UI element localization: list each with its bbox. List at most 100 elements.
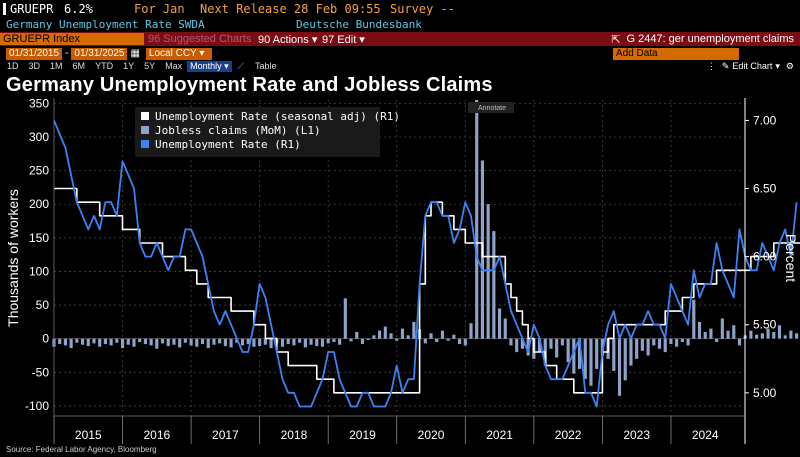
claims-bar xyxy=(760,333,764,339)
table-toggle[interactable]: Table xyxy=(254,61,277,71)
year-label: 2017 xyxy=(212,428,239,442)
claims-bar xyxy=(246,338,250,345)
year-label: 2022 xyxy=(555,428,582,442)
claims-bar xyxy=(143,338,147,345)
claims-bar xyxy=(772,331,776,339)
claims-bar xyxy=(338,338,342,345)
edit-menu[interactable]: 97 Edit ▾ xyxy=(322,33,365,46)
period-3d[interactable]: 3D xyxy=(28,61,41,71)
claims-bar xyxy=(692,299,696,339)
suggested-charts-menu[interactable]: 96 Suggested Charts xyxy=(148,33,252,45)
claims-bar xyxy=(520,338,524,349)
period-1d[interactable]: 1D xyxy=(7,61,19,71)
end-date-input[interactable]: 01/31/2025 xyxy=(71,47,128,60)
claims-bar xyxy=(63,338,67,346)
date-separator: - xyxy=(65,48,69,59)
legend: Unemployment Rate (seasonal adj) (R1)Job… xyxy=(141,110,400,151)
annotate-button[interactable] xyxy=(468,102,514,113)
claims-bar xyxy=(783,335,787,339)
claims-bar xyxy=(720,318,724,339)
right-tick-label: 5.00 xyxy=(753,386,777,400)
chart-type-icon[interactable]: ⟋ xyxy=(237,60,244,71)
date-controls: 01/31/2015 - 01/31/2025 ▦ Local CCY ▾ Ad… xyxy=(0,47,800,60)
calendar-icon[interactable]: ▦ xyxy=(130,48,140,59)
legend-swatch xyxy=(141,112,149,120)
claims-bar xyxy=(440,330,445,339)
year-label: 2019 xyxy=(349,428,376,442)
claims-bar xyxy=(58,338,62,345)
period-ytd[interactable]: YTD xyxy=(95,61,114,71)
claims-bar xyxy=(703,331,707,339)
claims-bar xyxy=(298,338,302,343)
period-max[interactable]: Max xyxy=(165,61,183,71)
source-footnote: Source: Federal Labor Agency, Bloomberg xyxy=(6,445,157,454)
claims-bar xyxy=(446,338,450,341)
claims-bar xyxy=(635,338,639,359)
year-label: 2021 xyxy=(486,428,513,442)
start-date-input[interactable]: 01/31/2015 xyxy=(6,47,63,60)
more-options-icon[interactable]: ⋮ xyxy=(706,60,716,71)
claims-bar xyxy=(463,338,467,346)
ticker: GRUEPR xyxy=(10,1,54,16)
claims-bar xyxy=(549,338,553,349)
claims-bar xyxy=(92,338,96,344)
claims-bar xyxy=(360,338,365,345)
source-organization: Deutsche Bundesbank xyxy=(296,18,422,31)
security-header: GRUEPR 6.2% For Jan Next Release 28 Feb … xyxy=(0,0,800,17)
currency-select[interactable]: Local CCY ▾ xyxy=(145,47,212,60)
left-tick-label: 350 xyxy=(29,96,49,110)
claims-bar xyxy=(686,338,690,346)
chevron-down-icon[interactable]: ▾ xyxy=(775,60,780,71)
claims-bar xyxy=(212,338,216,345)
left-tick-label: -50 xyxy=(32,365,50,379)
year-label: 2015 xyxy=(75,428,102,442)
claims-bar xyxy=(589,338,593,386)
period-1y[interactable]: 1Y xyxy=(123,61,135,71)
claims-bar xyxy=(86,338,90,347)
right-tick-label: 7.00 xyxy=(753,113,777,127)
claims-bar xyxy=(240,338,245,346)
claims-bar xyxy=(366,338,370,341)
period-6m[interactable]: 6M xyxy=(72,61,86,71)
index-field[interactable]: GRUEPR Index xyxy=(0,33,144,45)
claims-bar xyxy=(309,338,313,345)
last-value: 6.2% xyxy=(64,1,93,16)
period-1m[interactable]: 1M xyxy=(50,61,63,71)
claims-bar xyxy=(383,326,387,339)
claims-bar xyxy=(320,338,325,347)
frequency-select[interactable]: Monthly ▾ xyxy=(187,60,232,72)
left-tick-label: 200 xyxy=(29,197,49,211)
period-5y[interactable]: 5Y xyxy=(144,61,156,71)
claims-bar xyxy=(258,338,262,347)
claims-bar xyxy=(669,338,673,345)
chart-id: G 2447: ger unemployment claims xyxy=(626,33,794,45)
claims-bar xyxy=(486,204,490,339)
claims-bar xyxy=(280,338,285,347)
add-data-input[interactable]: Add Data xyxy=(612,47,739,60)
year-label: 2024 xyxy=(692,428,719,442)
edit-chart-button[interactable]: Edit Chart xyxy=(732,61,773,71)
claims-bar xyxy=(395,338,399,341)
left-axis-label: Thousands of workers xyxy=(5,189,21,327)
export-icon[interactable]: ⇱ xyxy=(611,33,621,46)
pencil-icon[interactable]: ✎ xyxy=(721,60,730,71)
period-toolbar: 1D 3D 1M 6M YTD 1Y 5Y Max Monthly ▾ ⟋ Ta… xyxy=(0,60,800,72)
claims-bar xyxy=(537,338,542,353)
claims-bar xyxy=(646,338,650,356)
annotate-label: Annotate xyxy=(478,105,506,112)
claims-bar xyxy=(229,338,233,348)
claims-bar xyxy=(286,338,290,345)
claims-bar xyxy=(120,338,125,349)
claims-bar xyxy=(595,338,599,369)
settings-icon[interactable]: ⚙ xyxy=(785,60,794,71)
claims-bar xyxy=(389,333,393,339)
claims-bar xyxy=(497,308,502,339)
claims-bar xyxy=(349,338,353,342)
claims-bar xyxy=(629,338,633,366)
claims-bar xyxy=(680,338,684,343)
claims-bar xyxy=(560,338,564,346)
actions-menu[interactable]: 90 Actions ▾ xyxy=(258,33,318,46)
claims-bar xyxy=(178,338,182,348)
left-tick-label: 300 xyxy=(29,130,49,144)
